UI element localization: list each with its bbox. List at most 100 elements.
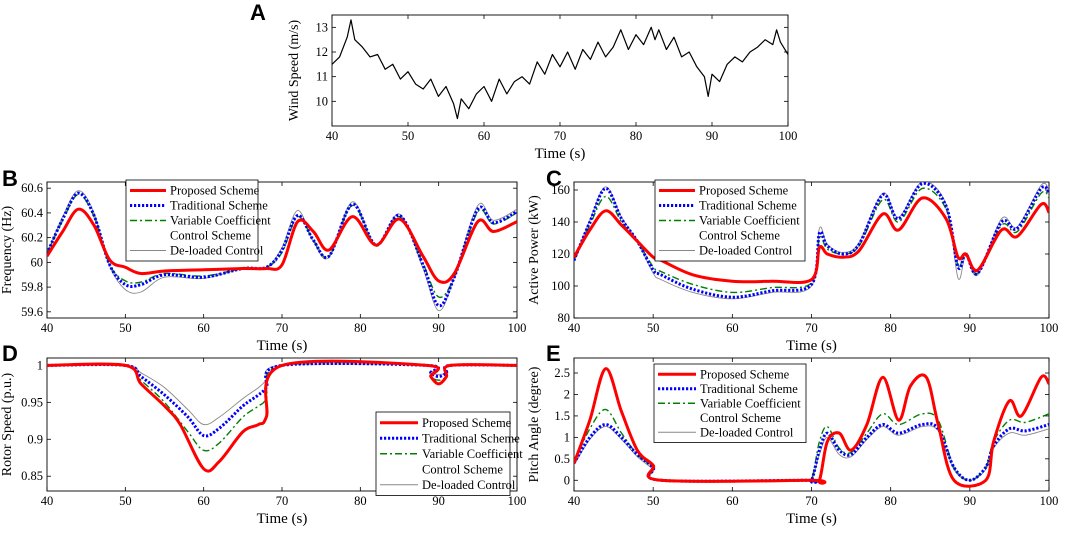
x-tick-label: 90 [432,494,445,508]
legend-entry: Control Scheme [422,462,503,476]
y-tick-label: 100 [551,279,570,293]
x-tick-label: 90 [964,321,977,335]
legend-entry: Proposed Scheme [170,184,260,198]
x-tick-label: 80 [630,129,643,143]
y-tick-label: 1.5 [554,409,570,423]
series-group-B [47,190,517,312]
x-axis-label: Time (s) [257,511,308,527]
x-tick-label: 60 [478,129,491,143]
x-tick-label: 90 [432,321,445,335]
y-tick-label: 1 [564,430,570,444]
legend-entry: Proposed Scheme [699,184,789,198]
y-tick-label: 80 [558,311,571,325]
series-line-proposed-scheme [574,196,1049,284]
legend-entry: De-loaded Control [170,244,264,258]
legend-entry: Control Scheme [699,229,780,243]
series-line-traditional-scheme [47,191,517,308]
x-tick-label: 100 [508,494,527,508]
panel-C: C 40 50 60 70 80 90 100 80 100 120 140 160 Time (s) A… [527,166,1058,354]
x-axis-label: Time (s) [786,338,837,354]
y-tick-label: 0 [564,473,570,487]
x-tick-label: 70 [554,129,567,143]
y-tick-label: 0.85 [21,469,43,483]
x-tick-label: 90 [964,494,977,508]
panel-E: E 40 50 60 70 80 90 100 0 0.5 1 1.5 2 2.5 Time (s) Pit… [527,341,1058,527]
y-tick-label: 120 [551,247,570,261]
series-line-variable-coefficient-control-scheme [47,361,517,452]
legend-entry: Variable Coefficient [699,214,800,228]
legend-entry: De-loaded Control [699,244,793,258]
y-tick-label: 13 [316,20,329,34]
legend-entry: Control Scheme [170,229,251,243]
legend-entry: Control Scheme [700,411,781,425]
legend-entry: Traditional Scheme [170,199,268,213]
x-tick-label: 60 [726,321,739,335]
y-tick-label: 11 [316,70,328,84]
x-axis-label: Time (s) [786,511,837,527]
x-tick-label: 40 [568,321,581,335]
x-tick-label: 50 [647,494,660,508]
legend-entry: Traditional Scheme [700,382,798,396]
x-tick-label: 70 [276,321,289,335]
series-group-D [47,359,517,473]
x-axis-label: Time (s) [257,338,308,354]
x-tick-label: 70 [805,494,818,508]
x-tick-label: 100 [1040,321,1059,335]
x-tick-label: 50 [119,321,132,335]
x-tick-label: 60 [197,494,210,508]
x-tick-label: 40 [568,494,581,508]
legend-entry: De-loaded Control [422,478,516,492]
x-tick-label: 80 [354,494,367,508]
y-tick-label: 12 [316,45,329,59]
series-line-traditional-scheme [574,422,1049,484]
y-tick-label: 2 [564,387,570,401]
x-tick-label: 40 [326,129,339,143]
y-tick-label: 59.6 [21,305,43,319]
x-tick-label: 90 [706,129,719,143]
legend-entry: Proposed Scheme [700,367,790,381]
x-tick-label: 80 [884,494,897,508]
series-line-de-loaded-control [574,425,1049,483]
legend-entry: Proposed Scheme [422,416,512,430]
series-group-A [332,19,788,120]
x-axis-label: Time (s) [535,146,586,162]
series-group-E [574,367,1049,488]
y-tick-label: 59.8 [21,280,43,294]
y-axis-label: Pitch Angle (degree) [527,366,542,482]
y-tick-label: 0.95 [21,395,43,409]
series-line-proposed-scheme [574,367,1049,488]
y-tick-label: 2.5 [554,366,570,380]
series-line-proposed-scheme [47,207,517,284]
y-tick-label: 160 [551,183,570,197]
series-line-proposed-scheme [47,359,517,473]
panel-A: A 40 50 60 70 80 90 100 10 11 12 13 Time (s) Wind Sp… [250,0,797,162]
series-line-wind-speed [332,19,788,120]
panel-label-A: A [250,0,266,25]
y-tick-label: 140 [551,215,570,229]
panel-label-D: D [2,341,18,366]
y-axis-label: Rotor Speed (p.u.) [0,372,15,476]
x-tick-label: 50 [647,321,660,335]
x-tick-label: 50 [402,129,415,143]
y-tick-label: 1 [37,358,43,372]
panel-label-B: B [2,166,18,191]
y-tick-label: 0.5 [554,452,570,466]
y-tick-label: 60.6 [21,181,43,195]
legend-entry: Variable Coefficient [170,214,271,228]
x-tick-label: 40 [41,321,54,335]
plot-area-A [331,14,789,127]
series-line-variable-coefficient-control-scheme [574,187,1049,294]
y-tick-label: 60.2 [21,231,43,245]
y-tick-label: 0.9 [27,432,43,446]
panel-D: D 40 50 60 70 80 90 100 0.85 0.9 0.95 1 Time (s) Rot… [0,341,526,527]
x-tick-label: 60 [726,494,739,508]
y-tick-label: 60 [31,255,44,269]
legend-entry: Variable Coefficient [422,447,523,461]
y-axis-label: Frequency (Hz) [0,206,15,295]
x-tick-label: 100 [508,321,527,335]
x-tick-label: 40 [41,494,54,508]
x-tick-label: 80 [884,321,897,335]
panel-label-E: E [546,341,561,366]
